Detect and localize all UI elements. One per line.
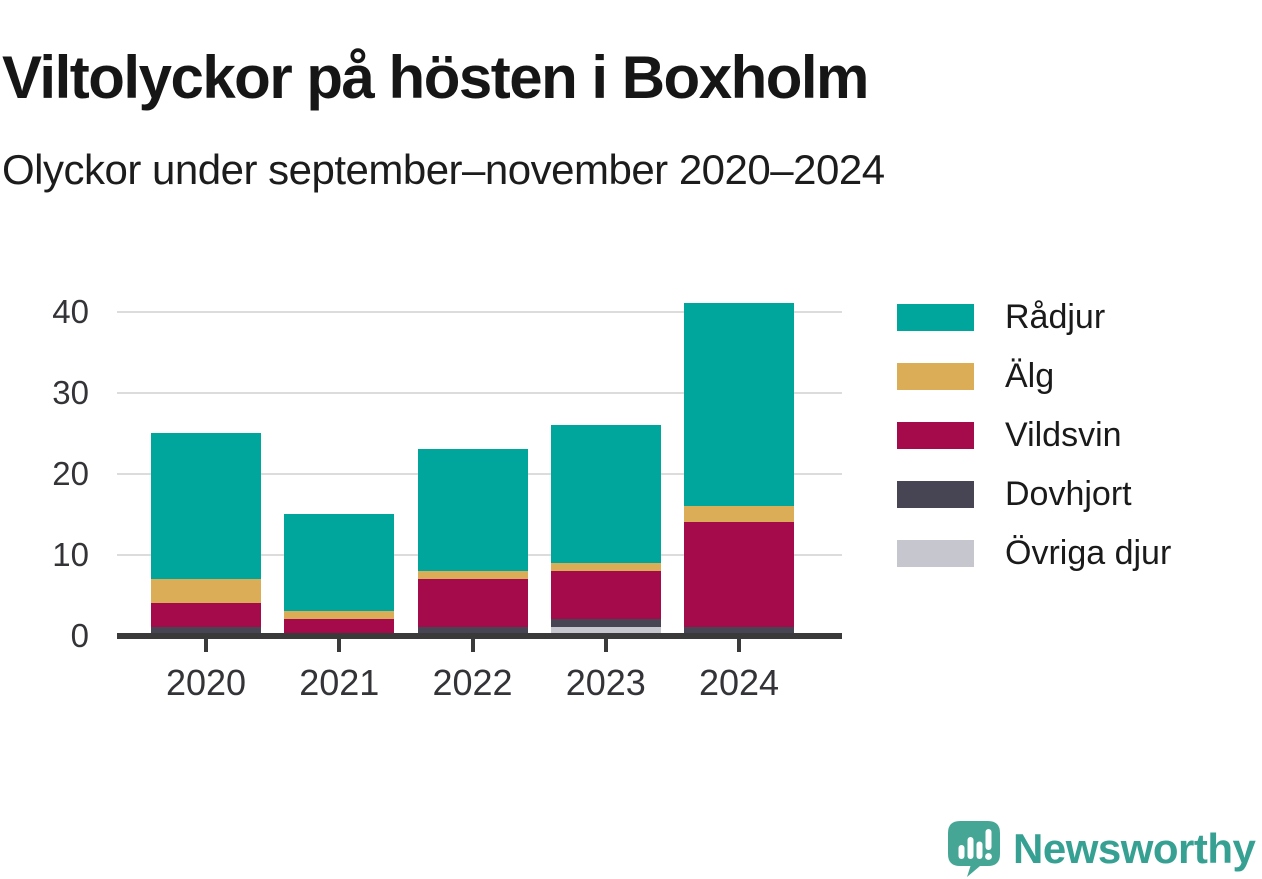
y-axis-label: 10 <box>52 535 89 573</box>
bar-segment <box>550 627 661 636</box>
y-axis-label: 30 <box>52 373 89 411</box>
legend-label: Dovhjort <box>1005 475 1132 513</box>
bar-segment <box>151 578 261 604</box>
legend-swatch <box>897 481 974 508</box>
legend-item: Dovhjort <box>897 475 1171 513</box>
bar-segment <box>550 424 661 563</box>
bar-segment <box>417 578 528 628</box>
chart-legend: Rådjur Älg Vildsvin Dovhjort Övriga djur <box>897 298 1172 599</box>
grid-line <box>117 391 842 394</box>
legend-swatch <box>897 363 974 390</box>
newsworthy-speech-bubble-chart-icon <box>948 821 1000 877</box>
x-axis-tick <box>204 639 208 652</box>
legend-label: Rådjur <box>1005 298 1106 336</box>
x-axis-label: 2023 <box>565 662 646 703</box>
bar-segment <box>550 619 661 628</box>
page-title: Viltolyckor på hösten i Boxholm <box>2 44 869 112</box>
page-subtitle: Olyckor under september–november 2020–20… <box>2 146 885 193</box>
bar-segment <box>684 522 794 628</box>
x-axis-tick <box>337 639 342 652</box>
bar-segment <box>417 449 528 571</box>
legend-item: Älg <box>897 357 1171 395</box>
y-axis-label: 40 <box>52 292 89 330</box>
legend-label: Övriga djur <box>1005 534 1172 572</box>
bar-segment <box>284 514 395 612</box>
newsworthy-logo: Newsworthy <box>947 820 1256 877</box>
legend-item: Övriga djur <box>897 534 1172 572</box>
x-axis-label: 2020 <box>165 662 247 703</box>
bar-segment <box>151 433 261 579</box>
newsworthy-logo-text: Newsworthy <box>1013 825 1256 872</box>
bar-segment <box>284 619 395 636</box>
bar-segment <box>684 505 794 523</box>
legend-swatch <box>897 540 974 567</box>
legend-item: Vildsvin <box>897 416 1171 454</box>
bar-segment <box>684 303 794 506</box>
bar-segment <box>284 611 395 620</box>
x-axis-label: 2021 <box>299 662 380 703</box>
grid-line <box>117 310 842 313</box>
x-axis-tick <box>470 639 475 652</box>
x-axis-label: 2022 <box>432 662 513 703</box>
legend-label: Älg <box>1005 357 1055 395</box>
bar-segment <box>151 603 261 628</box>
bar-segment <box>417 627 528 636</box>
bar-segment <box>684 627 794 636</box>
legend-label: Vildsvin <box>1005 416 1122 454</box>
x-axis-tick <box>737 639 741 652</box>
y-axis-label: 20 <box>52 454 89 492</box>
y-axis-label: 0 <box>70 616 89 654</box>
x-axis-label: 2024 <box>698 662 780 703</box>
x-axis-line <box>117 633 842 639</box>
bar-segment <box>550 570 661 620</box>
legend-swatch <box>897 304 974 331</box>
legend-swatch <box>897 422 974 449</box>
x-axis-tick <box>603 639 608 652</box>
legend-item: Rådjur <box>897 298 1171 336</box>
bar-segment <box>151 627 261 636</box>
bar-segment <box>550 562 661 571</box>
bar-segment <box>417 570 528 579</box>
